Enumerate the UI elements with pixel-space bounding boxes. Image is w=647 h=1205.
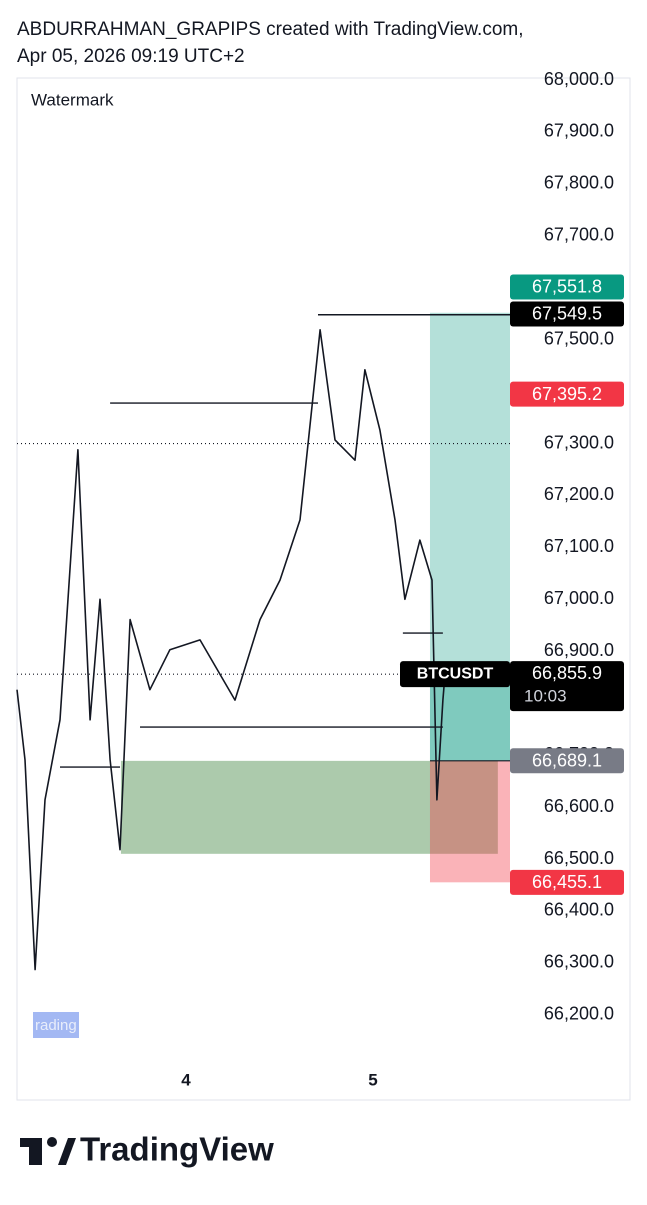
y-tick-label: 67,500.0 bbox=[544, 328, 614, 348]
y-tick-label: 66,300.0 bbox=[544, 952, 614, 972]
y-tick-label: 67,000.0 bbox=[544, 588, 614, 608]
price-tag bbox=[510, 274, 624, 300]
symbol-label: BTCUSDT bbox=[417, 665, 494, 682]
position-stop bbox=[429, 760, 510, 883]
brand-name: TradingView bbox=[80, 1131, 274, 1168]
y-tick-label: 66,900.0 bbox=[544, 640, 614, 660]
y-tick-label: 66,200.0 bbox=[544, 1004, 614, 1024]
y-tick-label: 67,700.0 bbox=[544, 225, 614, 245]
price-tag bbox=[510, 748, 624, 774]
x-tick-label: 5 bbox=[368, 1070, 377, 1089]
y-tick-label: 66,500.0 bbox=[544, 848, 614, 868]
price-tag-label: 67,549.5 bbox=[532, 304, 602, 324]
logo-part bbox=[47, 1137, 57, 1147]
y-tick-label: 66,400.0 bbox=[544, 900, 614, 920]
price-tag-label: 67,395.2 bbox=[532, 384, 602, 404]
y-tick-label: 67,800.0 bbox=[544, 173, 614, 193]
last-price-tag bbox=[510, 661, 624, 712]
y-tick-label: 67,300.0 bbox=[544, 432, 614, 452]
price-tag bbox=[510, 381, 624, 407]
price-line bbox=[16, 329, 446, 971]
watermark-fragment: rading bbox=[35, 1017, 77, 1034]
zone bbox=[120, 760, 498, 854]
price-tag bbox=[510, 869, 624, 895]
header-line: Apr 05, 2026 09:19 UTC+2 bbox=[17, 46, 245, 67]
watermark: Watermark bbox=[31, 90, 114, 109]
brand-logo bbox=[20, 1137, 76, 1165]
y-tick-label: 66,600.0 bbox=[544, 796, 614, 816]
logo-part bbox=[58, 1138, 76, 1165]
logo-part bbox=[29, 1138, 42, 1165]
watermark-highlight bbox=[33, 1012, 79, 1038]
y-tick-label: 67,200.0 bbox=[544, 484, 614, 504]
y-tick-label: 67,900.0 bbox=[544, 121, 614, 141]
price-tag-label: 66,455.1 bbox=[532, 872, 602, 892]
header-line: ABDURRAHMAN_GRAPIPS created with Trading… bbox=[17, 19, 524, 40]
last-price-label: 66,855.9 bbox=[532, 663, 602, 683]
chart-frame bbox=[16, 77, 631, 1101]
y-tick-label: 68,000.0 bbox=[544, 69, 614, 89]
plot-area bbox=[16, 312, 510, 971]
countdown-label: 10:03 bbox=[524, 687, 567, 706]
y-tick-label: 67,100.0 bbox=[544, 536, 614, 556]
symbol-tag bbox=[400, 661, 510, 688]
price-tag-label: 67,551.8 bbox=[532, 277, 602, 297]
x-tick-label: 4 bbox=[181, 1070, 191, 1089]
price-tag-label: 66,689.1 bbox=[532, 751, 602, 771]
price-tag bbox=[510, 301, 624, 327]
